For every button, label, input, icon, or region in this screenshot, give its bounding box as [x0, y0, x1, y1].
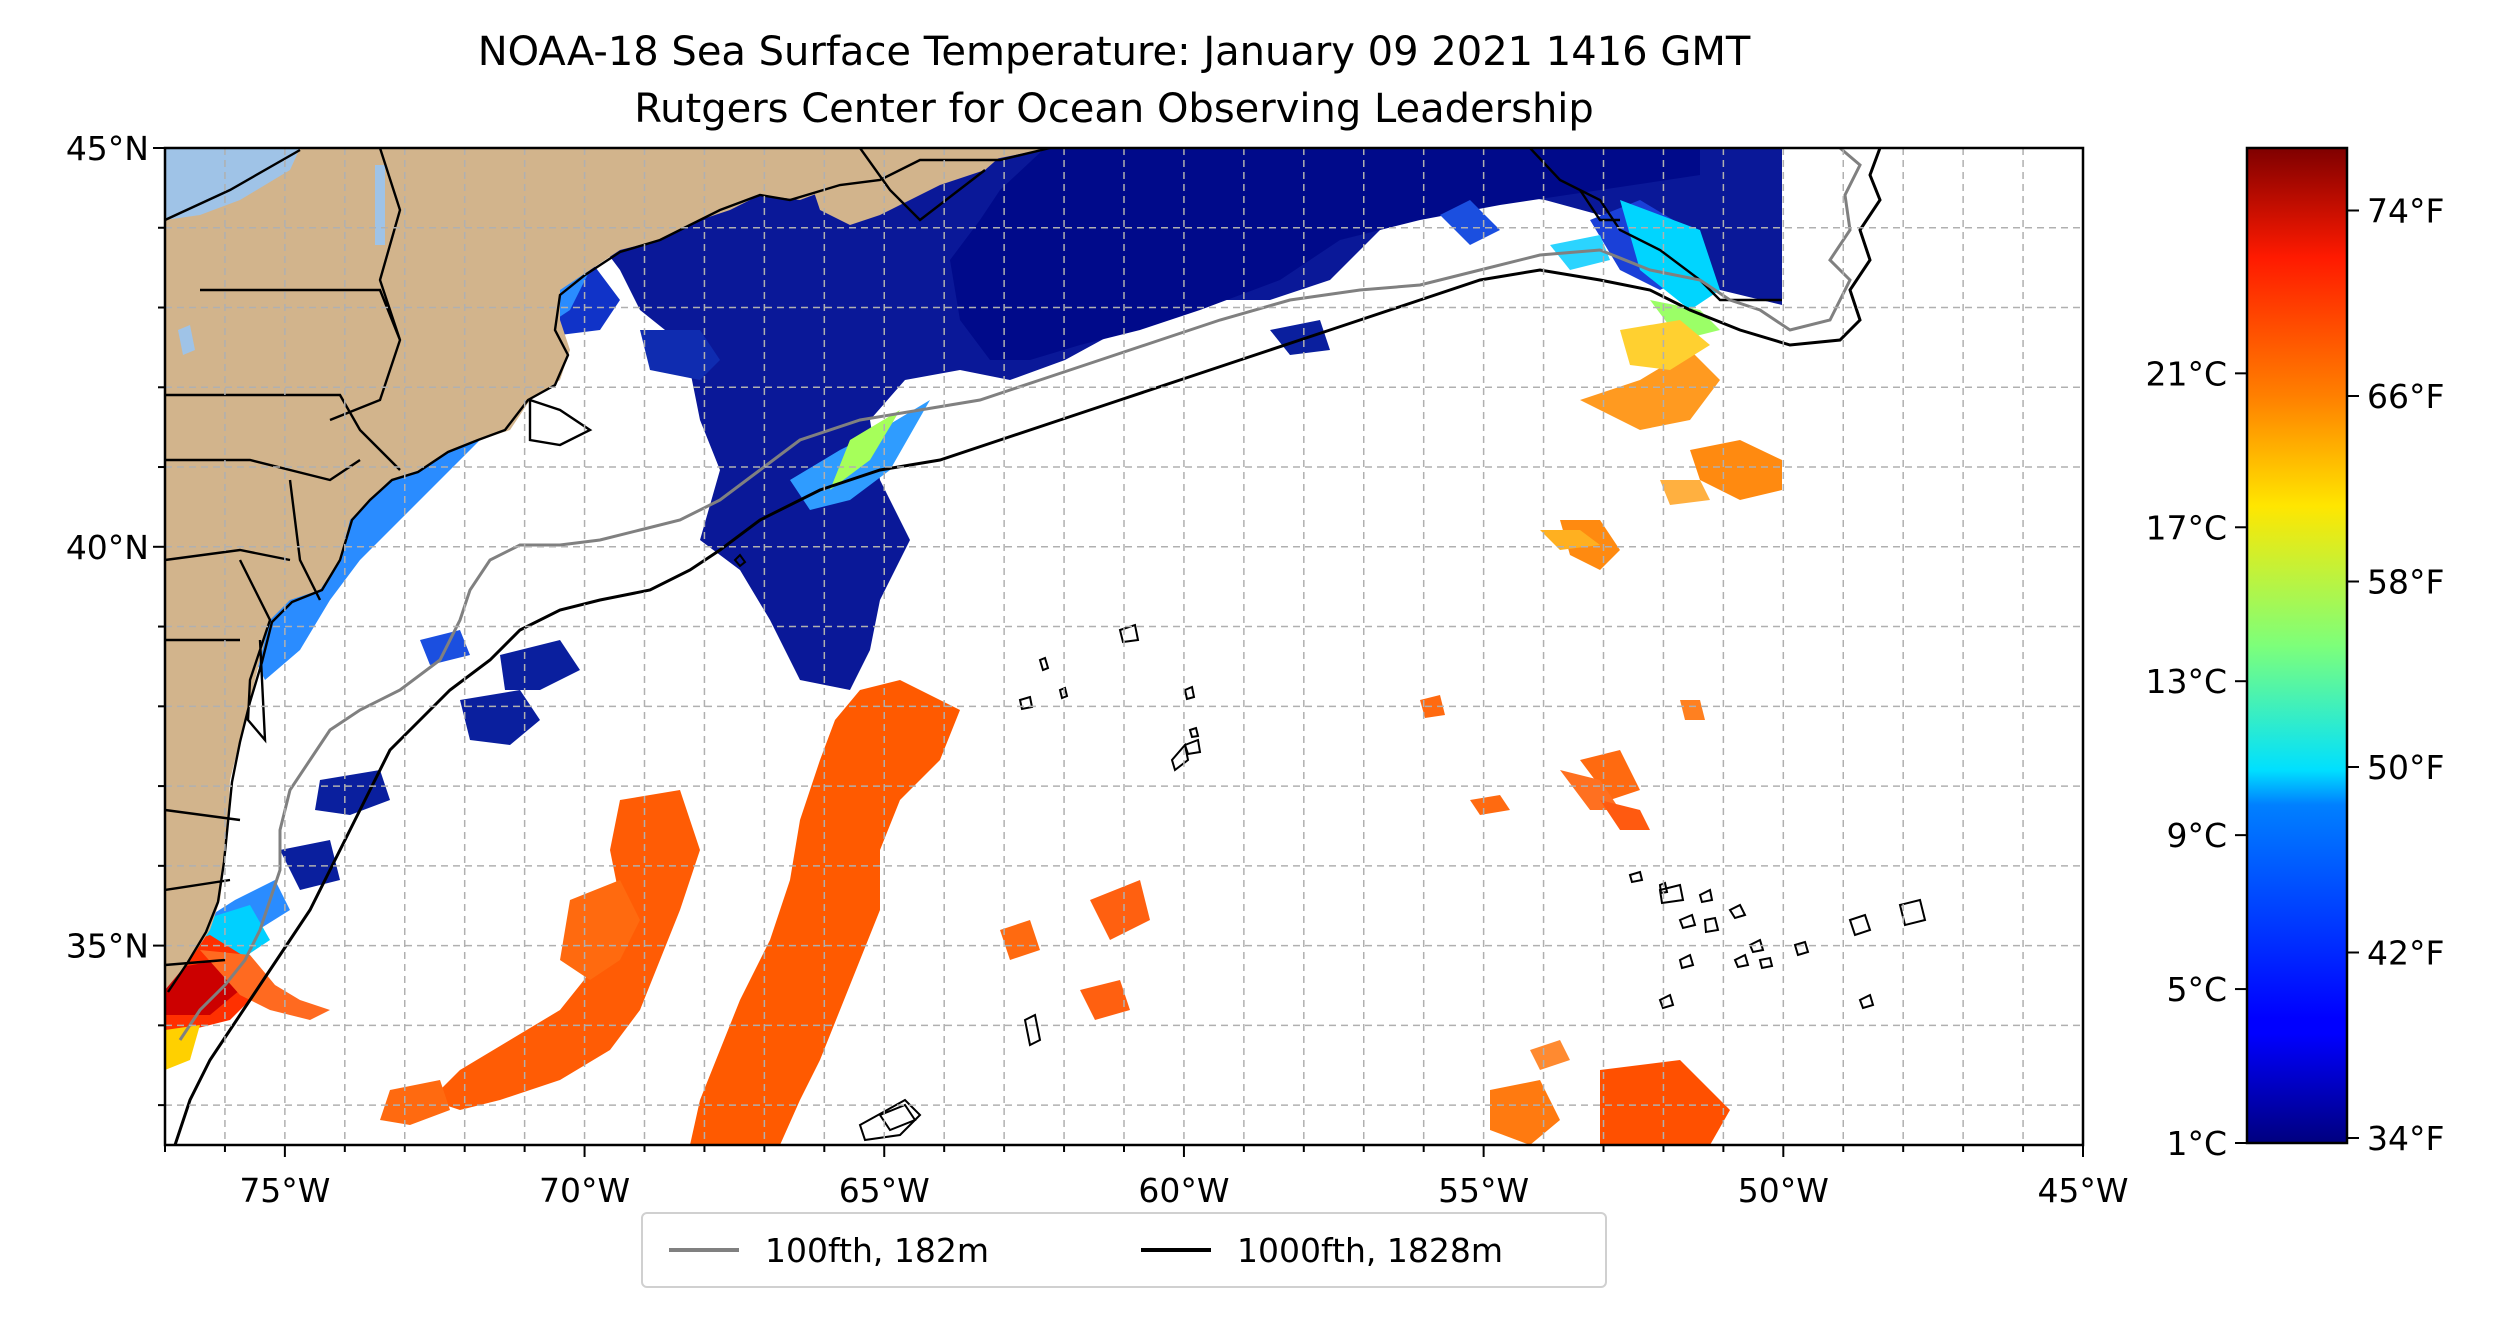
colorbar-fahrenheit-label: 34°F	[2367, 1119, 2444, 1158]
colorbar-gradient	[2245, 146, 2349, 1145]
x-tick-label: 70°W	[539, 1171, 630, 1210]
colorbar-celsius-label: 9°C	[2166, 816, 2227, 855]
title-line-2: Rutgers Center for Ocean Observing Leade…	[634, 86, 1594, 132]
isobath-100fth	[178, 148, 1862, 1041]
legend-label-1000fth: 1000fth, 1828m	[1237, 1230, 1503, 1270]
colorbar-fahrenheit-label: 50°F	[2367, 748, 2444, 787]
colorbar: 1°C 5°C 9°C 13°C 17°C 21°C 34°F 42°F 50°F 58°F 66…	[2145, 146, 2444, 1163]
map-panel	[165, 148, 2083, 1145]
x-tick-label: 75°W	[239, 1171, 330, 1210]
colorbar-celsius-label: 5°C	[2166, 970, 2227, 1009]
y-tick-label: 45°N	[66, 129, 149, 168]
colorbar-celsius-axis: 1°C 5°C 9°C 13°C 17°C 21°C	[2145, 354, 2247, 1163]
isobath-1000fth	[173, 148, 1882, 1145]
coastline	[165, 148, 1782, 993]
land	[165, 148, 1050, 990]
colorbar-fahrenheit-label: 42°F	[2367, 934, 2444, 973]
colorbar-celsius-label: 13°C	[2145, 662, 2227, 701]
x-tick-label: 65°W	[839, 1171, 930, 1210]
colorbar-celsius-label: 21°C	[2145, 354, 2227, 393]
legend-label-100fth: 100fth, 182m	[765, 1230, 989, 1270]
y-axis: 45°N 40°N 35°N	[66, 129, 165, 1107]
legend-swatch-1000fth	[1141, 1248, 1211, 1252]
colorbar-celsius-label: 1°C	[2166, 1124, 2227, 1163]
x-tick-label: 60°W	[1138, 1171, 1229, 1210]
x-tick-label: 50°W	[1738, 1171, 1829, 1210]
colorbar-fahrenheit-label: 74°F	[2367, 192, 2444, 231]
colorbar-fahrenheit-label: 66°F	[2367, 377, 2444, 416]
map-gridlines	[165, 148, 2083, 1145]
title-line-1: NOAA-18 Sea Surface Temperature: January…	[478, 29, 1751, 75]
x-axis: 75°W 70°W 65°W 60°W 55°W 50°W 45°W	[164, 1145, 2129, 1210]
lakes	[165, 148, 385, 355]
x-tick-label: 55°W	[1438, 1171, 1529, 1210]
y-tick-label: 35°N	[66, 927, 149, 966]
colorbar-celsius-label: 17°C	[2145, 508, 2227, 547]
legend-item-100fth: 100fth, 182m	[669, 1214, 989, 1286]
legend-swatch-100fth	[669, 1248, 739, 1252]
colorbar-fahrenheit-axis: 34°F 42°F 50°F 58°F 66°F 74°F	[2347, 192, 2444, 1158]
legend-item-1000fth: 1000fth, 1828m	[1141, 1214, 1503, 1286]
y-tick-label: 40°N	[66, 528, 149, 567]
isobath-legend: 100fth, 182m 1000fth, 1828m	[641, 1212, 1607, 1288]
sst-warm-water	[165, 320, 1782, 1145]
colorbar-fahrenheit-label: 58°F	[2367, 563, 2444, 602]
x-tick-label: 45°W	[2037, 1171, 2128, 1210]
